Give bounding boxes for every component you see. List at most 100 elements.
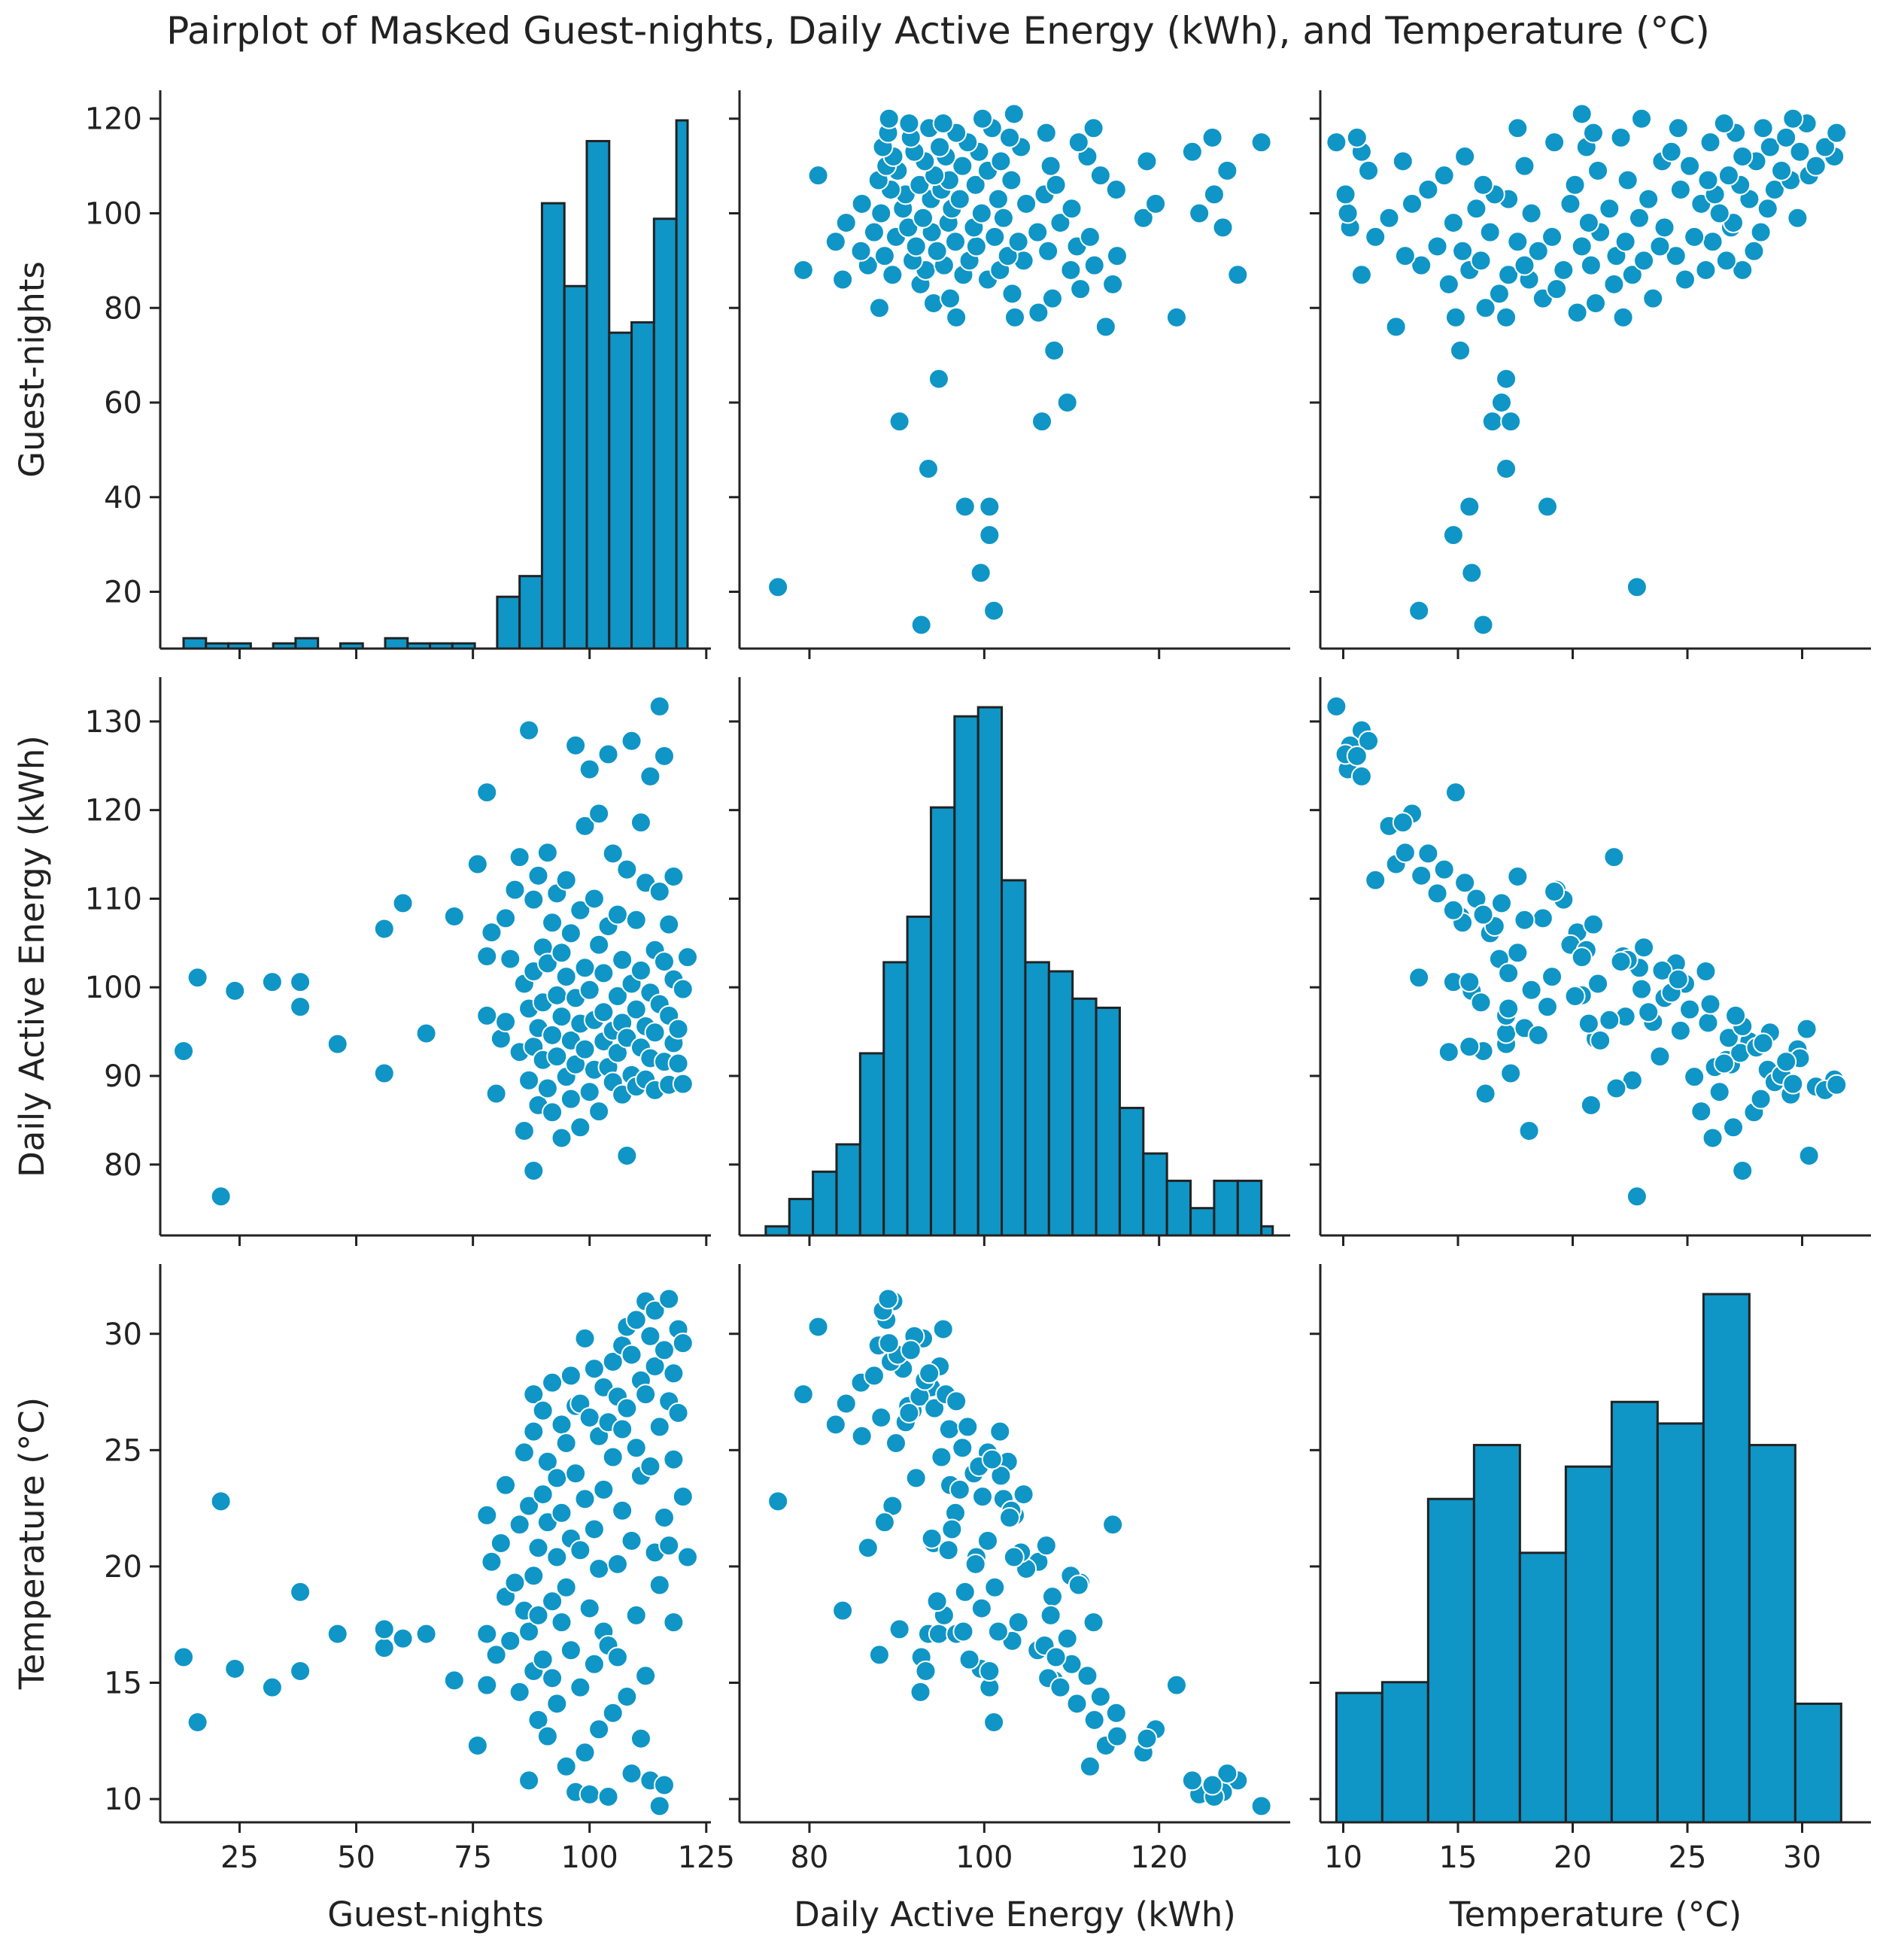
x-tick-label-temp-20: 20 [1554,1840,1592,1875]
scatter-point-guest-temp-46 [1743,240,1765,262]
scatter-point-energy-guest-2 [210,1186,232,1208]
scatter-point-temp-guest-46 [542,1372,563,1393]
y-tick-label-energy-130: 130 [85,705,142,740]
scatter-point-guest-energy-121 [1035,122,1057,144]
scatter-point-guest-temp-118 [1346,126,1368,148]
scatter-point-temp-guest-24 [509,1514,530,1536]
scatter-point-energy-guest-113 [648,695,670,717]
scatter-point-guest-energy-100 [1040,155,1062,177]
scatter-point-guest-temp-74 [1560,193,1581,214]
scatter-point-temp-guest-116 [653,1339,675,1361]
scatter-point-energy-guest-125 [667,1018,689,1040]
scatter-point-temp-energy-49 [905,1467,927,1489]
scatter-point-guest-energy-64 [835,212,857,234]
scatter-point-guest-energy-80 [1203,184,1225,205]
x-tick-label-temp-30: 30 [1783,1840,1821,1875]
scatter-point-energy-guest-15 [476,782,498,804]
scatter-point-guest-energy-53 [1079,226,1101,248]
scatter-point-temp-guest-27 [513,1442,535,1463]
scatter-point-temp-guest-12 [443,1670,465,1691]
scatter-point-energy-guest-90 [612,949,633,971]
scatter-point-temp-energy-48 [1066,1693,1088,1715]
scatter-point-temp-guest-54 [555,1433,577,1454]
scatter-point-guest-energy-88 [1045,174,1067,196]
hist-bar-energy-13 [1071,997,1098,1237]
scatter-point-energy-temp-62 [1442,899,1464,921]
scatter-point-guest-temp-30 [1621,264,1643,286]
scatter-point-guest-energy-67 [913,207,934,229]
scatter-point-temp-guest-4 [261,1676,283,1698]
scatter-point-temp-guest-94 [616,1397,638,1419]
scatter-point-energy-guest-10 [392,892,414,914]
scatter-point-temp-guest-93 [616,1686,638,1708]
y-axis-label-temp: Temperature (°C) [12,1397,52,1690]
scatter-point-guest-temp-96 [1771,160,1793,181]
scatter-point-energy-temp-36 [1411,865,1432,886]
scatter-point-guest-energy-47 [965,236,987,257]
scatter-point-energy-guest-14 [476,1004,498,1026]
scatter-point-temp-guest-118 [653,1774,675,1796]
scatter-point-guest-temp-91 [1697,169,1719,191]
hist-bar-energy-6 [906,915,932,1237]
scatter-point-energy-guest-4 [261,971,283,993]
scatter-point-guest-energy-16 [1004,306,1025,328]
panel-energy-vs-energy [729,677,1290,1246]
scatter-point-guest-energy-9 [888,411,910,433]
scatter-point-temp-guest-48 [546,1693,568,1715]
scatter-point-guest-temp-49 [1649,236,1671,257]
scatter-point-energy-guest-6 [290,996,311,1018]
scatter-point-energy-guest-128 [672,1073,694,1095]
scatter-point-temp-energy-29 [952,1621,974,1642]
scatter-point-temp-guest-117 [653,1506,675,1528]
scatter-point-temp-guest-11 [415,1623,437,1645]
scatter-point-temp-energy-98 [952,1437,973,1459]
scatter-point-guest-temp-15 [1444,306,1466,328]
scatter-point-temp-guest-91 [612,1418,633,1440]
hist-bar-temp-6 [1610,1400,1659,1824]
scatter-point-guest-energy-111 [929,136,951,158]
scatter-point-guest-temp-120 [1826,122,1848,144]
scatter-point-guest-energy-6 [954,496,976,518]
y-tick-label-energy-120: 120 [85,794,142,828]
scatter-point-guest-temp-47 [1571,236,1593,257]
scatter-point-guest-energy-126 [898,113,920,135]
scatter-point-guest-energy-17 [1028,302,1049,324]
scatter-point-guest-temp-83 [1669,179,1691,201]
scatter-point-guest-energy-22 [1001,283,1023,305]
scatter-point-energy-guest-109 [639,765,661,787]
scatter-point-temp-guest-14 [476,1623,498,1645]
scatter-point-energy-temp-71 [1599,1009,1620,1031]
scatter-point-energy-guest-127 [672,978,694,1000]
scatter-point-energy-guest-70 [579,758,600,780]
scatter-point-temp-guest-18 [485,1644,507,1666]
scatter-point-guest-energy-65 [1132,207,1154,229]
hist-bar-guest-5 [294,637,320,650]
scatter-point-guest-temp-107 [1660,141,1682,163]
x-tick-label-temp-25: 25 [1669,1840,1707,1875]
scatter-point-guest-temp-34 [1695,259,1717,281]
hist-bar-temp-3 [1472,1444,1521,1824]
scatter-point-temp-guest-102 [630,1728,651,1749]
scatter-point-guest-energy-2 [767,576,789,598]
panel-guest-vs-guest [150,90,711,659]
scatter-point-guest-energy-93 [1089,165,1111,187]
scatter-point-temp-energy-20 [1041,1586,1063,1608]
scatter-point-energy-guest-53 [555,869,577,891]
scatter-point-energy-guest-1 [187,967,208,989]
scatter-point-energy-temp-109 [1350,765,1372,787]
scatter-point-energy-temp-75 [1690,1101,1712,1123]
scatter-point-temp-energy-103 [990,1465,1012,1487]
scatter-point-energy-guest-23 [504,879,526,901]
x-axis-label-temp: Temperature (°C) [1449,1895,1742,1934]
scatter-point-temp-energy-41 [1106,1725,1128,1747]
scatter-point-energy-temp-95 [1587,973,1609,995]
scatter-point-energy-temp-116 [1775,1051,1797,1073]
scatter-point-energy-guest-3 [224,980,246,1001]
panel-energy-vs-temp [1310,677,1871,1246]
scatter-point-guest-energy-12 [1043,339,1065,361]
scatter-point-temp-guest-128 [672,1332,694,1354]
scatter-point-temp-energy-91 [938,1418,960,1440]
scatter-point-energy-temp-10 [1490,892,1512,914]
scatter-point-temp-guest-60 [565,1463,587,1484]
scatter-point-energy-temp-117 [1610,951,1632,973]
